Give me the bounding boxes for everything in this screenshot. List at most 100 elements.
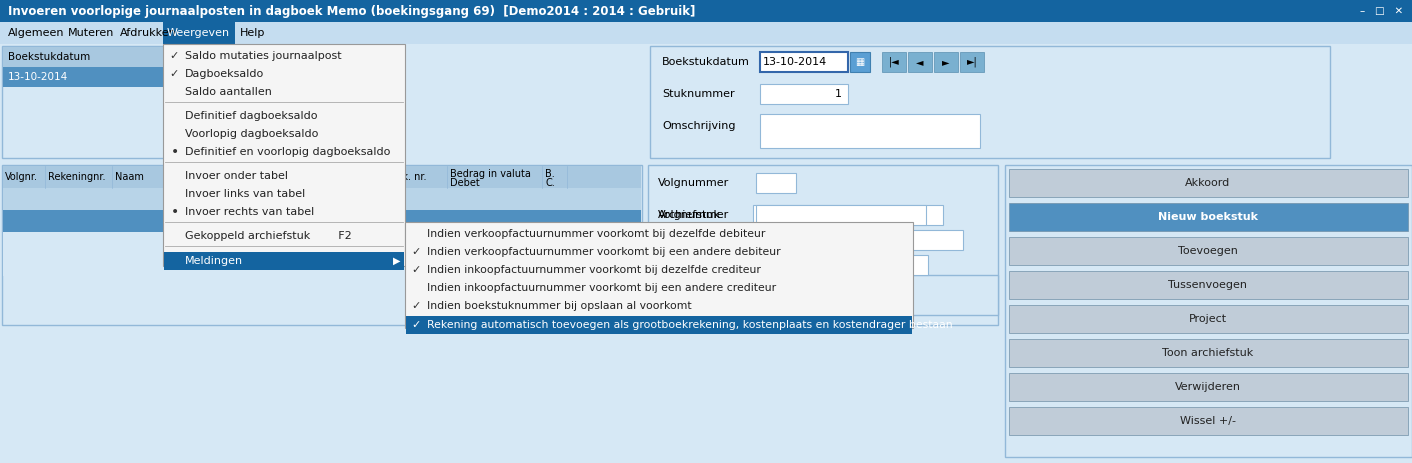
FancyBboxPatch shape [1010,305,1408,333]
Text: ✓: ✓ [169,51,178,61]
FancyBboxPatch shape [755,285,866,305]
FancyBboxPatch shape [850,52,870,72]
FancyBboxPatch shape [3,188,641,210]
Text: ✓: ✓ [411,247,421,257]
FancyBboxPatch shape [960,52,984,72]
Text: Bedrag in valuta: Bedrag in valuta [450,169,531,179]
Text: Weergeven: Weergeven [167,28,230,38]
FancyBboxPatch shape [3,67,393,87]
Text: •: • [171,205,179,219]
Text: Invoer onder tabel: Invoer onder tabel [185,171,288,181]
Text: Saldo mutaties journaalpost: Saldo mutaties journaalpost [185,51,342,61]
FancyBboxPatch shape [1,46,393,158]
Text: 13-10-2014: 13-10-2014 [762,57,827,67]
Text: Akkoord: Akkoord [1186,178,1231,188]
Text: Invoer rechts van tabel: Invoer rechts van tabel [185,207,315,217]
Text: Boekstukdatum: Boekstukdatum [662,57,750,67]
FancyBboxPatch shape [1010,203,1408,231]
Text: Volgnr.: Volgnr. [6,172,38,182]
FancyBboxPatch shape [1005,165,1412,457]
Text: Volgnummer: Volgnummer [658,178,729,188]
FancyBboxPatch shape [162,44,405,266]
FancyBboxPatch shape [0,44,1412,463]
Text: Toevoegen: Toevoegen [1178,246,1238,256]
Text: ◄: ◄ [916,57,923,67]
Text: Archiefstuk: Archiefstuk [658,235,722,245]
Text: Nieuw boekstuk: Nieuw boekstuk [1158,212,1258,222]
Text: |◄: |◄ [888,57,899,67]
FancyBboxPatch shape [162,22,234,44]
FancyBboxPatch shape [933,52,957,72]
Text: Gekoppeld archiefstuk        F2: Gekoppeld archiefstuk F2 [185,231,352,241]
FancyBboxPatch shape [3,47,393,67]
Text: Factuurdatum: Factuurdatum [658,290,736,300]
Text: Volgnummer: Volgnummer [658,210,729,220]
FancyBboxPatch shape [407,316,912,334]
FancyBboxPatch shape [755,205,926,225]
Text: 13-10-2014: 13-10-2014 [8,72,68,82]
Text: Boekdatum: Boekdatum [658,260,722,270]
Text: Boekdatum: Boekdatum [658,242,722,252]
Text: ✓: ✓ [169,69,178,79]
Text: Help: Help [240,28,265,38]
Text: .: . [250,172,253,182]
FancyBboxPatch shape [648,275,998,315]
Text: Project: Project [1189,314,1227,324]
Text: 1: 1 [834,89,842,99]
Text: ▶: ▶ [393,256,401,266]
Text: Algemeen: Algemeen [8,28,65,38]
Text: ✓: ✓ [411,301,421,311]
FancyBboxPatch shape [1010,169,1408,197]
Text: Omschrijving: Omschrijving [662,121,736,131]
Text: Definitief en voorlopig dagboeksaldo: Definitief en voorlopig dagboeksaldo [185,147,390,157]
Text: ✓: ✓ [411,320,421,330]
FancyBboxPatch shape [1010,407,1408,435]
FancyBboxPatch shape [3,254,641,276]
Text: Indien inkoopfactuurnummer voorkomt bij dezelfde crediteur: Indien inkoopfactuurnummer voorkomt bij … [426,265,761,275]
FancyBboxPatch shape [760,84,849,104]
Text: Voorlopig dagboeksaldo: Voorlopig dagboeksaldo [185,129,318,139]
Text: Indien verkoopfactuurnummer voorkomt bij een andere debiteur: Indien verkoopfactuurnummer voorkomt bij… [426,247,781,257]
Text: Naam: Naam [114,172,144,182]
Text: Verwijderen: Verwijderen [1175,382,1241,392]
Text: Indien inkoopfactuurnummer voorkomt bij een andere crediteur: Indien inkoopfactuurnummer voorkomt bij … [426,283,777,293]
Text: Dagboeksaldo: Dagboeksaldo [185,69,264,79]
FancyBboxPatch shape [650,46,1330,158]
FancyBboxPatch shape [405,222,914,328]
FancyBboxPatch shape [164,252,404,270]
FancyBboxPatch shape [1,165,642,325]
Text: ▦: ▦ [856,57,864,67]
FancyBboxPatch shape [908,52,932,72]
Text: Tussenvoegen: Tussenvoegen [1169,280,1247,290]
Text: Debet: Debet [450,178,480,188]
Text: ►|: ►| [967,57,977,67]
Text: •: • [171,145,179,159]
Text: Boekstukdatum: Boekstukdatum [8,52,90,62]
Text: Hulprek. nr.: Hulprek. nr. [370,172,426,182]
Text: –   □   ✕: – □ ✕ [1360,6,1404,16]
FancyBboxPatch shape [760,52,849,72]
Text: 1: 1 [294,72,299,82]
Text: C.: C. [545,178,555,188]
FancyBboxPatch shape [753,255,928,275]
Text: ✓: ✓ [411,265,421,275]
FancyBboxPatch shape [755,173,796,193]
Text: Muteren: Muteren [68,28,114,38]
Text: Afdrukken: Afdrukken [120,28,176,38]
Text: Saldo mutatie: Saldo mutatie [289,172,359,182]
Text: Archiefstuk: Archiefstuk [658,210,722,220]
Text: Indien boekstuknummer bij opslaan al voorkomt: Indien boekstuknummer bij opslaan al voo… [426,301,692,311]
FancyBboxPatch shape [3,210,641,232]
Text: Saldo aantallen: Saldo aantallen [185,87,273,97]
FancyBboxPatch shape [1010,271,1408,299]
Text: Wissel +/-: Wissel +/- [1180,416,1236,426]
Text: B.: B. [545,169,555,179]
FancyBboxPatch shape [0,0,1412,22]
Text: Indien verkoopfactuurnummer voorkomt bij dezelfde debiteur: Indien verkoopfactuurnummer voorkomt bij… [426,229,765,239]
Text: Stuknummer: Stuknummer [662,89,734,99]
FancyBboxPatch shape [882,52,907,72]
FancyBboxPatch shape [3,232,641,254]
FancyBboxPatch shape [1010,339,1408,367]
FancyBboxPatch shape [760,114,980,148]
Text: Definitief dagboeksaldo: Definitief dagboeksaldo [185,111,318,121]
